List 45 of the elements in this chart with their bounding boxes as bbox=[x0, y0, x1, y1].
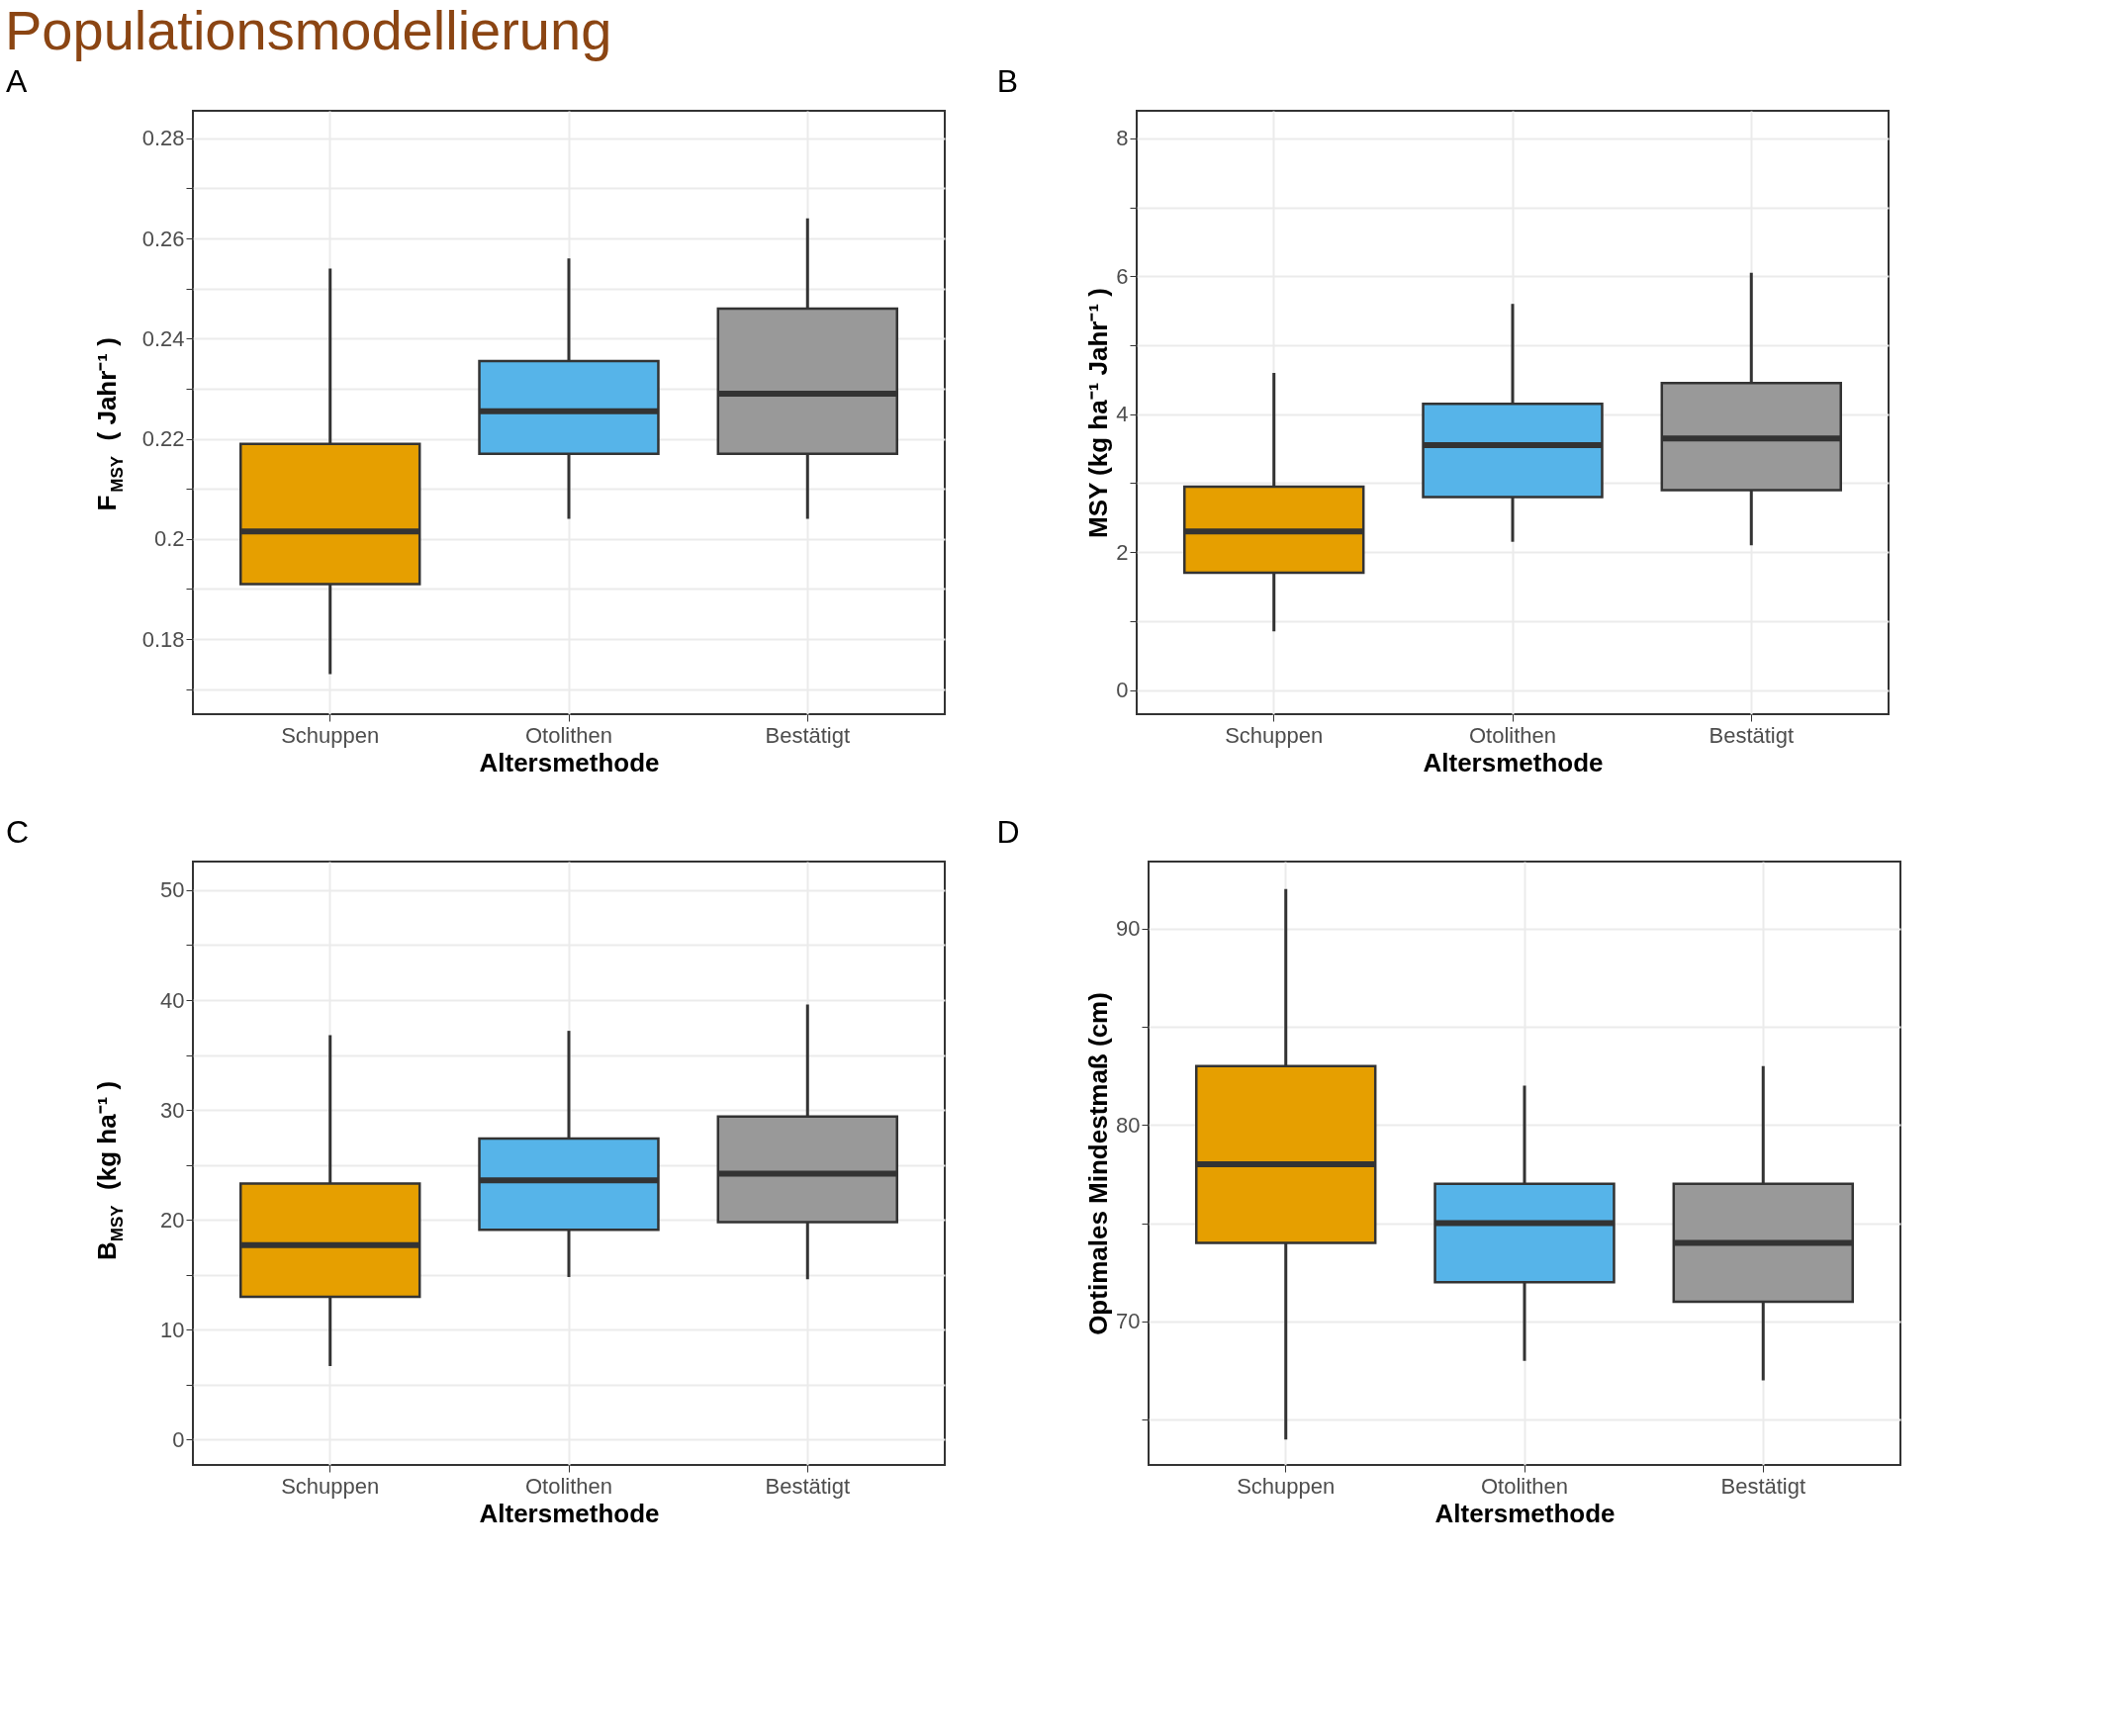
y-tick-label: 0.28 bbox=[141, 126, 185, 151]
x-tick-label: Otolithen bbox=[1468, 722, 1557, 748]
y-tick-label: 2 bbox=[1116, 539, 1129, 565]
y-axis-title: MSY (kg ha⁻¹ Jahr⁻¹ ) bbox=[1083, 287, 1114, 539]
x-axis-title: Altersmethode bbox=[1423, 747, 1604, 777]
y-axis-title: BMSY (kg ha⁻¹ ) bbox=[92, 1080, 127, 1260]
chart-title: B bbox=[996, 63, 1019, 99]
x-axis-title: Altersmethode bbox=[479, 1498, 660, 1528]
x-tick-label: Schuppen bbox=[1225, 722, 1324, 748]
chart-title: D bbox=[996, 814, 1020, 850]
x-tick-label: Bestätigt bbox=[1720, 1473, 1806, 1499]
y-axis-title: Optimales Mindestmaß (cm) bbox=[1083, 992, 1114, 1335]
x-tick-label: Schuppen bbox=[1237, 1473, 1336, 1499]
x-axis-title: Altersmethode bbox=[1434, 1498, 1616, 1528]
x-tick-label: Otolithen bbox=[524, 722, 613, 748]
x-tick-label: Schuppen bbox=[281, 1473, 380, 1499]
y-tick-label: 10 bbox=[160, 1317, 185, 1342]
y-tick-label: 8 bbox=[1116, 126, 1129, 151]
y-tick-label: 50 bbox=[160, 877, 185, 903]
y-tick-label: 0 bbox=[172, 1426, 185, 1452]
x-tick-label: Otolithen bbox=[1480, 1473, 1569, 1499]
x-tick-label: Bestätigt bbox=[1709, 722, 1795, 748]
y-tick-label: 0.18 bbox=[141, 626, 185, 652]
y-tick-label: 0.22 bbox=[141, 426, 185, 452]
y-tick-label: 0.26 bbox=[141, 226, 185, 251]
y-tick-label: 0.2 bbox=[153, 526, 185, 552]
x-tick-label: Bestätigt bbox=[765, 722, 851, 748]
x-tick-label: Otolithen bbox=[524, 1473, 613, 1499]
y-tick-label: 80 bbox=[1116, 1112, 1141, 1138]
x-tick-label: Bestätigt bbox=[765, 1473, 851, 1499]
y-tick-label: 20 bbox=[160, 1207, 185, 1233]
y-tick-label: 4 bbox=[1116, 402, 1129, 427]
x-axis-title: Altersmethode bbox=[479, 747, 660, 777]
y-tick-label: 30 bbox=[160, 1097, 185, 1123]
y-tick-label: 0 bbox=[1116, 678, 1129, 703]
x-tick-label: Schuppen bbox=[281, 722, 380, 748]
y-tick-label: 90 bbox=[1116, 916, 1141, 942]
chart-title: C bbox=[6, 814, 30, 850]
y-tick-label: 0.24 bbox=[141, 325, 185, 351]
text: Populationsmodellierung bbox=[5, 0, 612, 61]
y-tick-label: 40 bbox=[160, 987, 185, 1013]
y-tick-label: 6 bbox=[1116, 263, 1129, 289]
y-tick-label: 70 bbox=[1116, 1309, 1141, 1334]
chart-title: A bbox=[6, 63, 28, 99]
y-axis-title: FMSY ( Jahr⁻¹ ) bbox=[92, 337, 127, 511]
